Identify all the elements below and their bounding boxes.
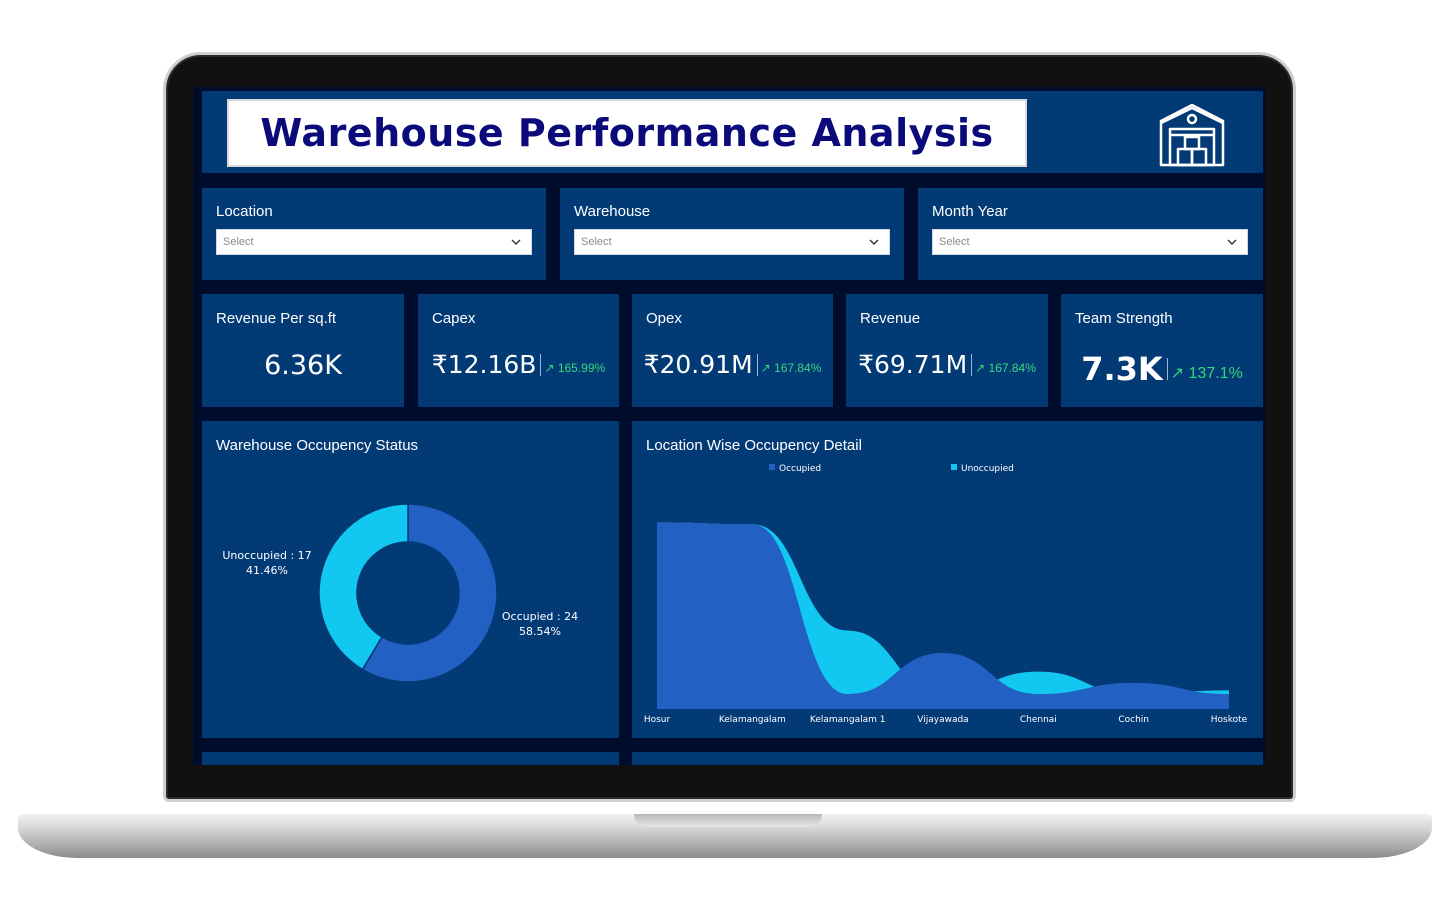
kpi-delta: ↗ 165.99% [544, 360, 606, 375]
kpi-label: Team Strength [1075, 310, 1173, 327]
donut-percent-occupied: 58.54% [519, 625, 561, 638]
kpi-divider [971, 353, 973, 376]
filter-label-warehouse: Warehouse [574, 203, 651, 220]
area-chart: Hosur Kelamangalam Kelamangalam 1 Vijayawad… [644, 464, 1248, 725]
kpi-delta: ↗ 137.1% [1170, 365, 1243, 382]
x-tick-label: Vijayawada [917, 715, 968, 725]
kpi-opex: Opex ₹20.91M ↗ 167.84% [632, 294, 833, 407]
warehouse-select-value: Select [581, 236, 612, 248]
warehouse-select[interactable]: Select [574, 229, 890, 255]
kpi-label: Revenue Per sq.ft [216, 310, 337, 327]
filter-label-month-year: Month Year [932, 203, 1008, 220]
page-title: Warehouse Performance Analysis [260, 111, 994, 155]
kpi-revenue-per-sqft: Revenue Per sq.ft 6.36K [202, 294, 404, 407]
kpi-value: ₹69.71M [858, 350, 968, 379]
kpi-divider [1166, 358, 1168, 380]
x-tick-label: Cochin [1118, 715, 1149, 725]
chart-title: Location Wise Occupency Detail [646, 437, 862, 454]
warehouse-icon [1159, 103, 1225, 167]
donut-slice-unoccupied[interactable] [318, 503, 409, 671]
header-panel: Warehouse Performance Analysis [202, 91, 1263, 173]
kpi-value-row: 6.36K [202, 350, 404, 381]
chevron-down-icon [869, 239, 879, 245]
dashboard-screen: Warehouse Performance Analysis Location … [193, 87, 1265, 765]
legend-swatch-unoccupied [951, 464, 957, 470]
kpi-delta: ↗ 167.84% [975, 360, 1036, 375]
legend-swatch-occupied [769, 464, 775, 470]
chevron-down-icon [511, 239, 521, 245]
legend-label-unoccupied: Unoccupied [961, 464, 1014, 474]
kpi-delta: ↗ 167.84% [760, 360, 822, 375]
occupancy-status-chart: Warehouse Occupency Status Occupied : 24… [202, 421, 619, 738]
bottom-panel-left [202, 752, 619, 765]
bottom-panel-right [632, 752, 1263, 765]
title-box: Warehouse Performance Analysis [227, 99, 1027, 167]
month-year-select[interactable]: Select [932, 229, 1248, 255]
x-tick-label: Kelamangalam 1 [810, 715, 886, 725]
donut-label-occupied: Occupied : 24 [502, 610, 578, 623]
kpi-value: 6.36K [264, 350, 342, 381]
kpi-label: Capex [432, 310, 476, 327]
x-tick-label: Hoskote [1211, 715, 1248, 725]
month-year-select-value: Select [939, 236, 970, 248]
kpi-divider [756, 353, 758, 376]
x-tick-label: Hosur [644, 715, 671, 725]
kpi-value: 7.3K [1081, 350, 1163, 388]
laptop-notch [634, 814, 822, 827]
x-tick-label: Kelamangalam [719, 715, 786, 725]
filter-location: Location Select [202, 188, 546, 280]
donut-chart: Occupied : 24 58.54% Unoccupied : 17 41.46% [222, 503, 578, 683]
kpi-team-strength: Team Strength 7.3K ↗ 137.1% [1061, 294, 1263, 407]
kpi-label: Revenue [860, 310, 921, 327]
kpi-label: Opex [646, 310, 682, 327]
kpi-divider [540, 353, 542, 376]
donut-label-unoccupied: Unoccupied : 17 [222, 549, 311, 562]
filter-warehouse: Warehouse Select [560, 188, 904, 280]
donut-percent-unoccupied: 41.46% [246, 564, 288, 577]
kpi-value: ₹20.91M [643, 350, 753, 379]
x-tick-label: Chennai [1020, 715, 1057, 725]
kpi-value: ₹12.16B [431, 350, 537, 379]
kpi-revenue: Revenue ₹69.71M ↗ 167.84% [846, 294, 1048, 407]
location-select-value: Select [223, 236, 254, 248]
area-series-occupied[interactable] [657, 522, 1229, 709]
kpi-capex: Capex ₹12.16B ↗ 165.99% [418, 294, 619, 407]
location-occupancy-chart: Location Wise Occupency Detail Hosur Kela… [632, 421, 1263, 738]
legend-label-occupied: Occupied [779, 464, 821, 474]
kpi-value-row: 7.3K ↗ 137.1% [1061, 350, 1263, 388]
chart-title: Warehouse Occupency Status [216, 437, 419, 454]
kpi-value-row: ₹12.16B ↗ 165.99% [418, 350, 619, 379]
donut-slice-occupied[interactable] [361, 503, 498, 683]
location-select[interactable]: Select [216, 229, 532, 255]
kpi-value-row: ₹20.91M ↗ 167.84% [632, 350, 833, 379]
filter-label-location: Location [216, 203, 273, 220]
kpi-value-row: ₹69.71M ↗ 167.84% [846, 350, 1048, 379]
filter-month-year: Month Year Select [918, 188, 1263, 280]
chevron-down-icon [1227, 239, 1237, 245]
